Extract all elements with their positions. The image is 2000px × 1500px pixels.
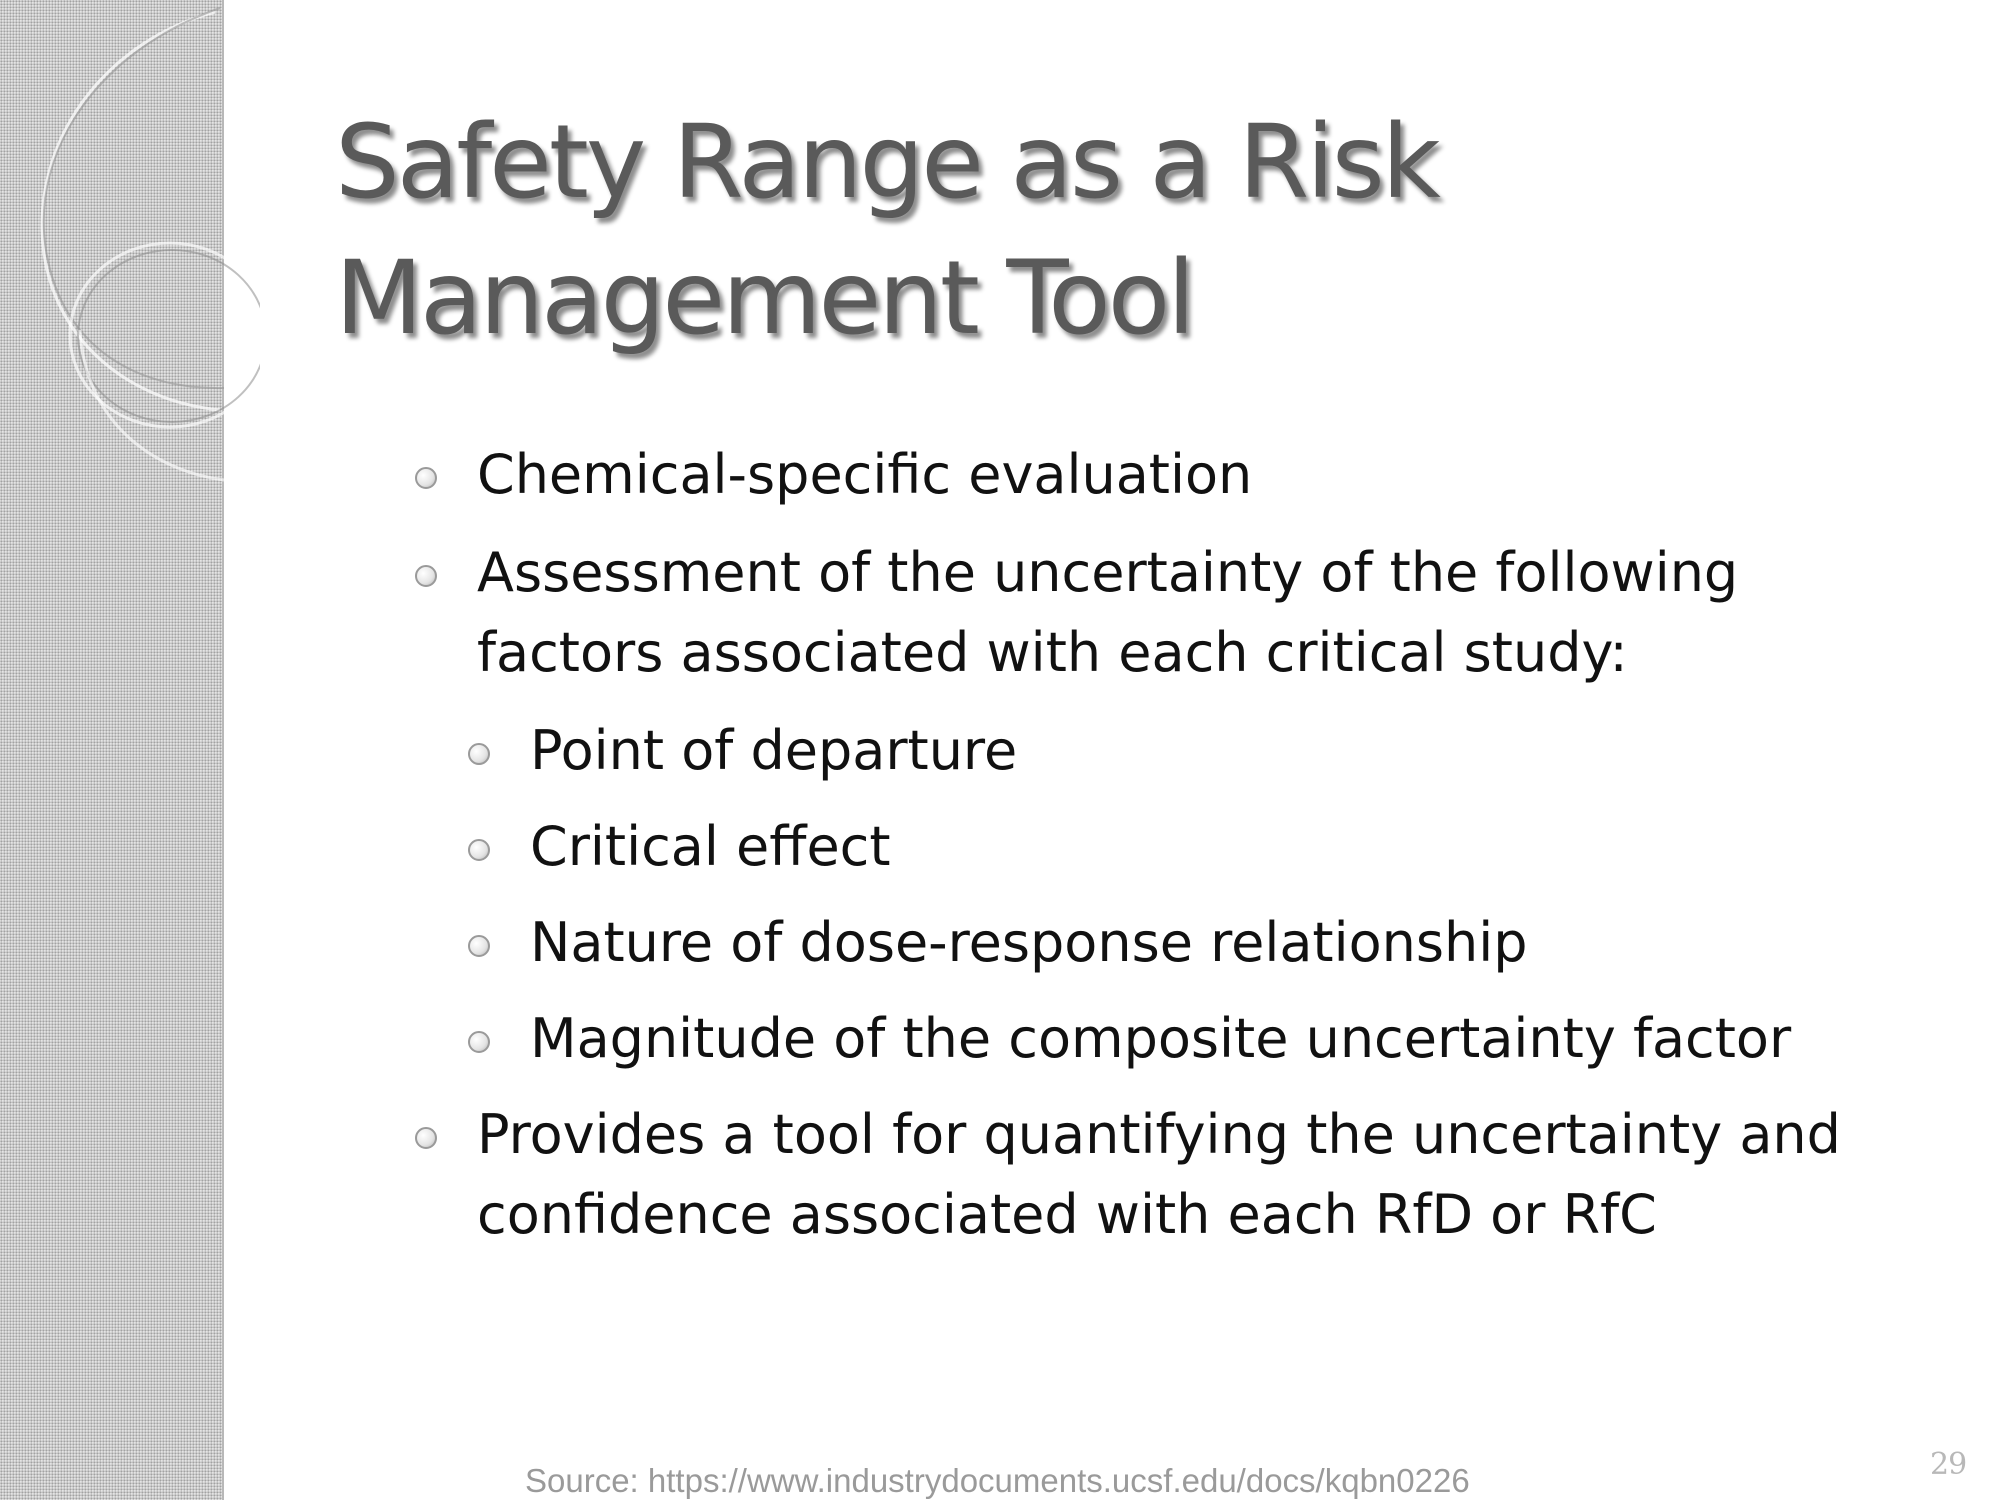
- hollow-circle-bullet-icon: [468, 839, 490, 861]
- source-citation: Source: https://www.industrydocuments.uc…: [525, 1462, 1470, 1499]
- sub-bullet-text: Point of departure: [530, 719, 1018, 782]
- bullet-item: Provides a tool for quantifying the unce…: [415, 1095, 1935, 1255]
- hollow-circle-bullet-icon: [415, 565, 437, 587]
- hollow-circle-bullet-icon: [468, 935, 490, 957]
- sub-bullet-text: Magnitude of the composite uncertainty f…: [530, 1007, 1792, 1070]
- bullet-text: Provides a tool for quantifying the unce…: [477, 1103, 1841, 1246]
- bullet-list: Chemical-specific evaluation Assessment …: [415, 435, 1935, 1273]
- sub-bullet-text: Nature of dose-response relationship: [530, 911, 1528, 974]
- decorative-side-band: [0, 0, 224, 1500]
- slide-title: Safety Range as a Risk Management Tool: [335, 103, 1441, 358]
- hollow-circle-bullet-icon: [468, 1031, 490, 1053]
- side-band-divider: [222, 0, 224, 1500]
- hollow-circle-bullet-icon: [468, 743, 490, 765]
- decorative-swirl-graphic: [40, 7, 260, 482]
- sub-bullet-item: Point of departure: [468, 711, 1935, 791]
- sub-bullet-item: Magnitude of the composite uncertainty f…: [468, 999, 1935, 1079]
- sub-bullet-text: Critical effect: [530, 815, 891, 878]
- bullet-text: Chemical-specific evaluation: [477, 443, 1253, 506]
- sub-bullet-item: Critical effect: [468, 807, 1935, 887]
- bullet-text: Assessment of the uncertainty of the fol…: [477, 541, 1739, 684]
- page-number: 29: [1930, 1447, 1967, 1482]
- hollow-circle-bullet-icon: [415, 1127, 437, 1149]
- hollow-circle-bullet-icon: [415, 467, 437, 489]
- bullet-item: Assessment of the uncertainty of the fol…: [415, 533, 1935, 693]
- bullet-item: Chemical-specific evaluation: [415, 435, 1935, 515]
- sub-bullet-item: Nature of dose-response relationship: [468, 903, 1935, 983]
